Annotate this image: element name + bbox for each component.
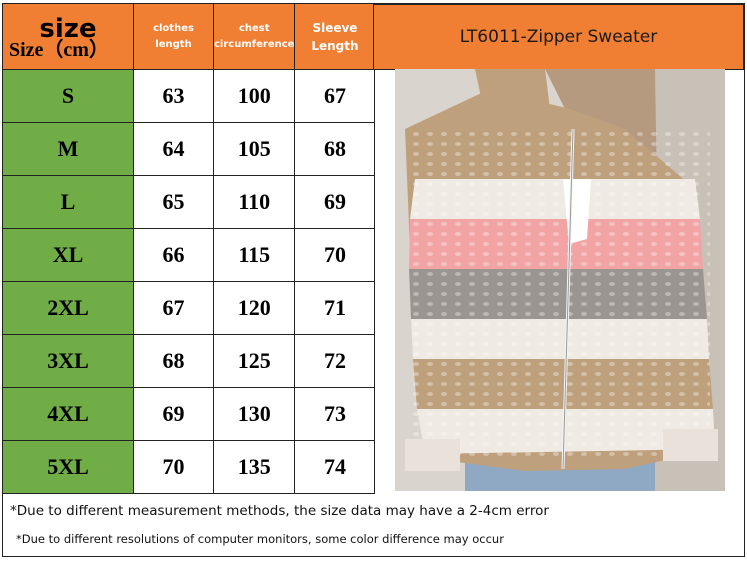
sleeve-value: 69 xyxy=(294,175,376,229)
table-row: XL 66 115 70 xyxy=(2,228,376,282)
sleeve-value: 72 xyxy=(294,334,376,388)
product-title: LT6011-Zipper Sweater xyxy=(373,4,744,70)
size-table: size Size（cm） clothes length chest circu… xyxy=(2,3,376,494)
clothes-length-value: 69 xyxy=(133,387,214,441)
table-row: S 63 100 67 xyxy=(2,69,376,123)
sleeve-value: 71 xyxy=(294,281,376,335)
chest-value: 105 xyxy=(212,122,296,176)
chest-value: 120 xyxy=(212,281,296,335)
size-label: M xyxy=(2,122,134,176)
header-row: size Size（cm） clothes length chest circu… xyxy=(2,3,376,70)
chest-value: 115 xyxy=(212,228,296,282)
size-label: S xyxy=(2,69,134,123)
size-label: L xyxy=(2,175,134,229)
table-row: 4XL 69 130 73 xyxy=(2,387,376,441)
size-header-small: Size（cm） xyxy=(9,38,109,61)
chest-value: 100 xyxy=(212,69,296,123)
header-line: length xyxy=(155,38,192,50)
header-line: circumference xyxy=(214,38,295,50)
size-label: 2XL xyxy=(2,281,134,335)
chest-value: 135 xyxy=(212,440,296,494)
clothes-length-value: 70 xyxy=(133,440,214,494)
chest-header: chest circumference xyxy=(212,3,296,70)
color-note: *Due to different resolutions of compute… xyxy=(16,532,504,546)
sleeve-value: 74 xyxy=(294,440,376,494)
clothes-length-value: 63 xyxy=(133,69,214,123)
table-row: 2XL 67 120 71 xyxy=(2,281,376,335)
header-line: chest xyxy=(238,22,270,34)
size-label: 3XL xyxy=(2,334,134,388)
header-line: clothes xyxy=(153,22,194,34)
table-row: 5XL 70 135 74 xyxy=(2,440,376,494)
notes-area: *Due to different measurement methods, t… xyxy=(2,493,745,557)
sleeve-value: 70 xyxy=(294,228,376,282)
chest-value: 130 xyxy=(212,387,296,441)
sleeve-value: 73 xyxy=(294,387,376,441)
size-header-big: size xyxy=(39,13,97,44)
sleeve-value: 68 xyxy=(294,122,376,176)
clothes-length-value: 67 xyxy=(133,281,214,335)
table-row: M 64 105 68 xyxy=(2,122,376,176)
size-label: 5XL xyxy=(2,440,134,494)
chest-value: 110 xyxy=(212,175,296,229)
clothes-length-value: 68 xyxy=(133,334,214,388)
clothes-length-header: clothes length xyxy=(133,3,214,70)
measurement-note: *Due to different measurement methods, t… xyxy=(10,503,549,519)
size-label: 4XL xyxy=(2,387,134,441)
table-row: L 65 110 69 xyxy=(2,175,376,229)
sleeve-length-header: Sleeve Length xyxy=(294,3,376,70)
clothes-length-value: 64 xyxy=(133,122,214,176)
zipper-sweater-photo xyxy=(395,69,725,491)
header-line: Sleeve xyxy=(312,20,358,35)
header-line: Length xyxy=(311,38,359,53)
size-header-cell: size Size（cm） xyxy=(2,3,134,70)
sleeve-value: 67 xyxy=(294,69,376,123)
clothes-length-value: 66 xyxy=(133,228,214,282)
sweater-illustration xyxy=(395,69,725,491)
size-label: XL xyxy=(2,228,134,282)
clothes-length-value: 65 xyxy=(133,175,214,229)
table-row: 3XL 68 125 72 xyxy=(2,334,376,388)
chest-value: 125 xyxy=(212,334,296,388)
